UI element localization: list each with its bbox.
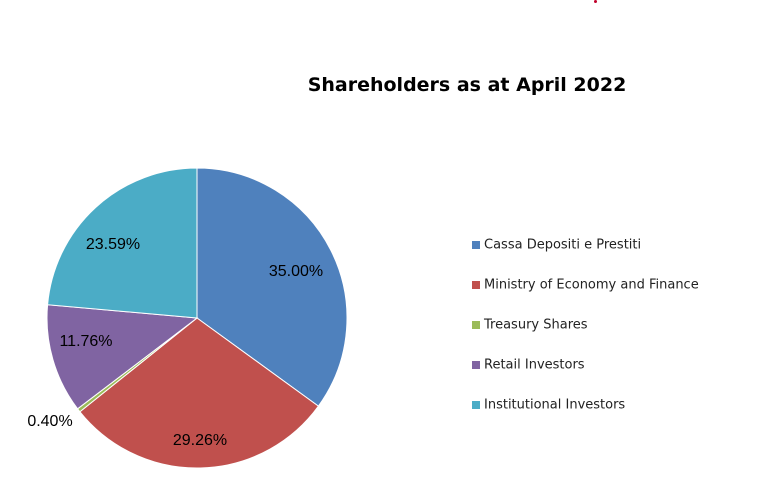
decorative-red-dot (594, 0, 597, 3)
legend-swatch-retail-investors (472, 361, 480, 369)
chart-title: Shareholders as at April 2022 (308, 74, 627, 96)
legend-label-ministry-of-economy-and-finance: Ministry of Economy and Finance (484, 278, 699, 293)
legend-label-cassa-depositi-e-prestiti: Cassa Depositi e Prestiti (484, 238, 641, 253)
legend-swatch-cassa-depositi-e-prestiti (472, 241, 480, 249)
pie-slice-retail-investors (46, 304, 199, 410)
pie-slice-cassa-depositi-e-prestiti (196, 167, 348, 407)
data-label-cassa-depositi-e-prestiti: 35.00% (269, 263, 323, 280)
legend-swatch-treasury-shares (472, 321, 480, 329)
legend-label-retail-investors: Retail Investors (484, 358, 585, 373)
legend-swatch-institutional-investors (472, 401, 480, 409)
legend: Cassa Depositi e Prestiti Ministry of Eco… (472, 238, 699, 413)
data-labels: 35.00% 29.26% 0.40% 11.76% 23.59% (27, 236, 323, 449)
legend-label-institutional-investors: Institutional Investors (484, 398, 625, 413)
data-label-institutional-investors: 23.59% (86, 236, 140, 253)
pie-slice-institutional-investors (47, 167, 198, 319)
legend-label-treasury-shares: Treasury Shares (483, 318, 588, 333)
data-label-retail-investors: 11.76% (59, 333, 112, 350)
pie-slice-ministry-of-economy-and-finance (79, 317, 320, 469)
data-label-ministry-of-economy-and-finance: 29.26% (173, 432, 227, 449)
legend-swatch-ministry-of-economy-and-finance (472, 281, 480, 289)
pie-slices (46, 167, 348, 469)
data-label-treasury-shares: 0.40% (27, 413, 72, 430)
